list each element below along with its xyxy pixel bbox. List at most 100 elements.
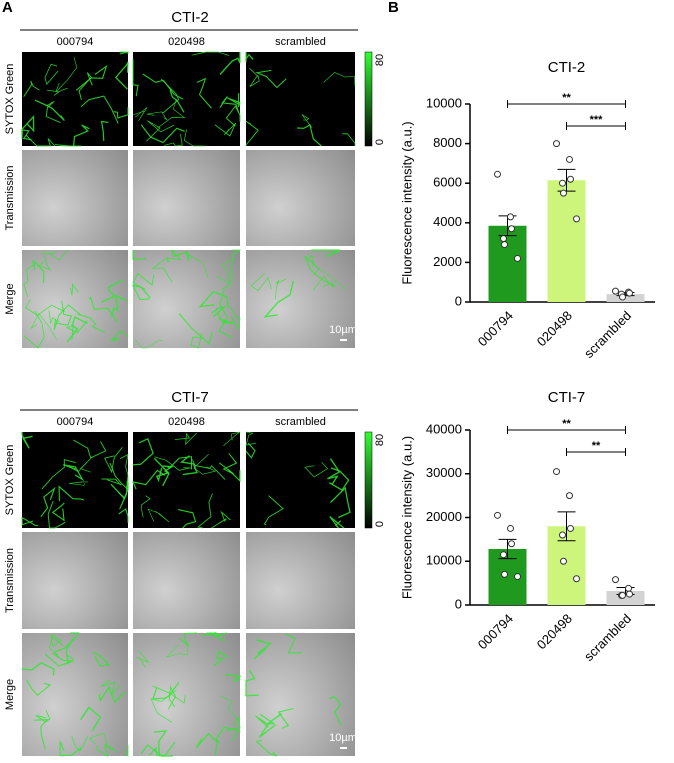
fiber — [71, 735, 88, 752]
fiber — [100, 120, 109, 141]
fiber — [63, 464, 85, 482]
y-axis-label: Fluorescence intensity (a.u.) — [399, 436, 414, 599]
error-bar — [498, 538, 517, 560]
fiber — [133, 437, 154, 466]
micrograph — [21, 432, 129, 529]
sig-label: *** — [590, 114, 604, 126]
fiber — [174, 432, 197, 446]
fiber — [77, 313, 106, 333]
row-label: SYTOX Green — [4, 64, 16, 135]
fiber — [263, 280, 294, 318]
fiber — [211, 305, 227, 318]
micrograph — [246, 249, 355, 348]
fiber — [123, 744, 129, 758]
fiber — [245, 670, 259, 697]
fiber — [245, 52, 254, 63]
fiber — [147, 508, 170, 523]
fiber — [229, 306, 241, 331]
fiber — [146, 120, 175, 142]
fiber — [152, 682, 180, 700]
fiber — [142, 73, 184, 100]
y-tick-label: 30000 — [426, 465, 462, 480]
x-tick-label: 020498 — [534, 611, 575, 652]
fiber — [23, 262, 38, 297]
fiber — [223, 431, 241, 447]
micrograph — [246, 532, 355, 629]
x-tick-label: scrambled — [581, 308, 634, 361]
fiber — [21, 516, 39, 527]
fiber — [258, 713, 282, 738]
fiber — [45, 100, 61, 124]
fiber — [219, 96, 240, 113]
x-tick-label: scrambled — [581, 611, 634, 664]
y-tick-label: 0 — [455, 293, 462, 308]
fiber — [25, 298, 66, 316]
fiber — [131, 284, 151, 301]
data-point — [625, 584, 632, 592]
data-point — [500, 551, 507, 559]
column-label: scrambled — [275, 416, 326, 428]
fiber — [41, 458, 76, 490]
fiber — [54, 144, 81, 147]
fiber — [92, 651, 111, 667]
fiber — [34, 99, 65, 121]
fiber — [118, 508, 129, 523]
data-point — [612, 287, 619, 295]
fiber — [196, 77, 212, 109]
micrograph — [133, 532, 240, 629]
fiber — [193, 453, 217, 475]
fiber — [167, 685, 177, 710]
data-point — [501, 570, 508, 578]
fiber — [165, 641, 189, 658]
micrograph-bg — [133, 250, 240, 348]
fiber — [277, 707, 294, 729]
fiber — [65, 320, 88, 340]
fiber — [40, 486, 56, 518]
fiber — [59, 741, 82, 756]
fiber — [100, 279, 124, 303]
fiber — [55, 632, 80, 653]
fiber — [187, 254, 209, 278]
fiber — [30, 313, 57, 340]
fiber — [32, 259, 45, 283]
micrograph — [133, 631, 242, 757]
micrograph-bg — [246, 532, 355, 629]
fiber — [163, 133, 183, 147]
y-tick-label: 20000 — [426, 509, 462, 524]
fiber — [178, 313, 213, 346]
sig-label: ** — [592, 440, 601, 452]
scale-label: 10µm — [329, 732, 357, 744]
fiber — [198, 291, 229, 308]
fiber — [21, 115, 35, 135]
fiber — [255, 740, 278, 757]
data-point — [619, 591, 626, 599]
fiber — [152, 685, 186, 704]
fiber — [225, 105, 241, 127]
fiber — [132, 250, 147, 260]
row-label: Transmission — [4, 166, 16, 231]
fiber — [23, 80, 40, 97]
row-label: Transmission — [4, 548, 16, 613]
data-point — [560, 557, 567, 565]
data-point — [494, 511, 501, 519]
micrograph — [245, 52, 356, 147]
colorbar-label: 0 — [374, 521, 386, 527]
colorbar — [364, 431, 373, 529]
fiber — [21, 662, 55, 676]
fiber — [114, 61, 129, 90]
fiber — [309, 255, 314, 268]
fiber — [328, 467, 350, 491]
fiber — [178, 632, 197, 647]
fiber — [88, 296, 119, 323]
fiber — [78, 72, 93, 100]
fiber — [177, 509, 197, 529]
fiber — [245, 431, 257, 446]
micrograph — [22, 150, 128, 246]
fiber — [110, 330, 129, 342]
fiber — [311, 249, 341, 257]
data-point — [573, 575, 580, 583]
fiber — [134, 339, 163, 349]
data-point — [567, 175, 574, 183]
